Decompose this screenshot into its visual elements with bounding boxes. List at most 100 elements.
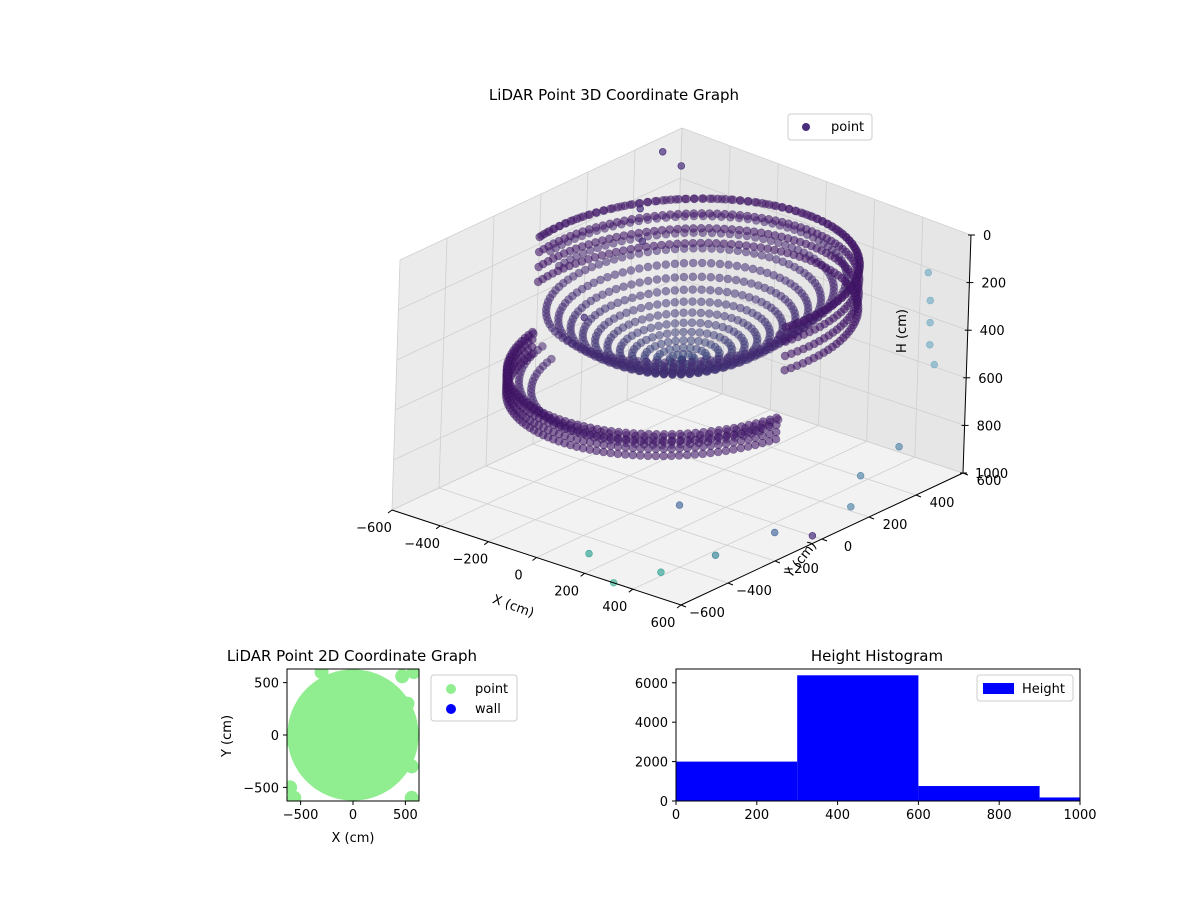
chart-histogram-x-tick-label: 0 xyxy=(672,808,680,823)
chart-3d-point xyxy=(688,258,698,268)
chart-3d-rim-point xyxy=(667,437,677,446)
chart-3d-point xyxy=(724,260,733,270)
chart-3d-rim-point xyxy=(696,238,706,248)
chart-3d-rim-point xyxy=(620,450,630,459)
chart-3d-y-tick-label: −200 xyxy=(783,562,819,577)
chart-2d-point xyxy=(404,731,419,746)
chart-3d-point xyxy=(608,353,618,362)
chart-3d-y-tick xyxy=(821,538,828,542)
chart-3d-x-tick-label: −600 xyxy=(356,521,392,536)
chart-3d-outlier-point xyxy=(677,162,685,170)
chart-3d-title: LiDAR Point 3D Coordinate Graph xyxy=(489,86,739,104)
chart-3d-rim-point xyxy=(650,196,660,206)
chart-3d-point xyxy=(679,327,688,337)
chart-3d-y-tick-label: 0 xyxy=(844,540,852,555)
chart-3d-point xyxy=(637,315,647,324)
chart-3d-outlier-point xyxy=(638,237,646,246)
chart-3d-outlier-point xyxy=(585,549,593,558)
chart-3d-rim-point xyxy=(658,211,667,220)
chart-3d-rim-point xyxy=(714,433,724,442)
chart-3d-point xyxy=(669,358,679,368)
chart-3d-grid-line xyxy=(866,199,876,442)
chart-3d-point xyxy=(705,297,715,307)
chart-3d-rim-point xyxy=(614,434,623,444)
chart-3d-rim-point xyxy=(714,440,723,450)
chart-3d-rim-point xyxy=(712,209,722,218)
chart-3d-rim-point xyxy=(621,435,631,445)
chart-3d-rim-point xyxy=(721,432,731,441)
chart-2d-point xyxy=(287,780,298,795)
chart-3d-rim-point xyxy=(649,226,659,236)
chart-3d-point xyxy=(671,336,680,346)
chart-3d: LiDAR Point 3D Coordinate Graph −600 −400… xyxy=(356,86,1008,631)
chart-3d-point xyxy=(738,290,747,300)
chart-histogram-x-tick-label: 800 xyxy=(987,808,1012,823)
chart-3d-point xyxy=(661,298,671,308)
chart-3d-point xyxy=(662,329,672,339)
chart-3d-rim-point xyxy=(659,451,668,461)
chart-3d-grid-line xyxy=(914,217,924,458)
chart-3d-rim-point xyxy=(749,242,759,251)
chart-histogram-bars xyxy=(676,675,1080,801)
chart-3d-grid-line xyxy=(391,377,675,511)
chart-3d-rim-point xyxy=(626,244,636,254)
chart-3d-point xyxy=(720,311,729,321)
chart-histogram: Height Histogram 0 200 400 600 800 1000 0 2000 4… xyxy=(635,647,1097,823)
chart-3d-point xyxy=(764,252,774,262)
chart-3d-rim-point xyxy=(657,240,666,250)
chart-3d-point xyxy=(661,274,671,283)
chart-3d-rim-point xyxy=(736,436,746,446)
chart-3d-point xyxy=(679,335,688,345)
chart-3d-point xyxy=(679,297,689,307)
chart-3d-rim-point xyxy=(613,449,623,459)
chart-3d-rim-point xyxy=(628,443,638,453)
chart-3d-point xyxy=(653,311,663,320)
chart-2d-point-cloud xyxy=(287,669,419,801)
chart-3d-point xyxy=(679,343,688,353)
chart-3d-grid-line xyxy=(532,443,823,540)
chart-3d-rim-point xyxy=(704,224,714,233)
chart-3d-rim-point xyxy=(736,196,745,205)
chart-3d-grid-line xyxy=(438,487,729,584)
chart-3d-point xyxy=(732,351,742,361)
chart-3d-outlier-point xyxy=(856,472,865,480)
chart-3d-rim-point xyxy=(706,434,716,443)
chart-histogram-y-tick-label: 0 xyxy=(660,795,668,810)
chart-3d-rim-point xyxy=(665,225,675,234)
chart-3d-xlabel: X (cm) xyxy=(490,592,536,621)
chart-3d-grid-line xyxy=(485,465,776,562)
chart-3d-rim-point xyxy=(772,420,781,430)
chart-3d-rim-point xyxy=(720,224,729,234)
chart-3d-point xyxy=(616,354,626,364)
chart-3d-rim-point xyxy=(750,197,760,207)
chart-3d-rim-point xyxy=(675,443,684,453)
chart-3d-grid-line xyxy=(399,127,683,261)
chart-histogram-legend-box xyxy=(976,674,1074,702)
chart-3d-rim-point xyxy=(696,224,706,233)
chart-3d-rim-point xyxy=(534,262,544,272)
chart-3d-rim-point xyxy=(711,239,721,248)
chart-3d-rim-point xyxy=(736,443,746,453)
chart-3d-grid-line xyxy=(398,177,681,311)
chart-3d-point xyxy=(756,344,766,354)
chart-3d-outlier-point xyxy=(926,318,934,327)
chart-histogram-y-tick-label: 4000 xyxy=(635,716,668,731)
chart-3d-rim-point xyxy=(644,436,653,446)
chart-2d-point xyxy=(314,669,329,680)
chart-3d-point xyxy=(739,277,749,287)
chart-3d-point xyxy=(662,320,671,329)
chart-3d-rim-point xyxy=(751,433,760,443)
chart-3d-rim-point xyxy=(697,209,707,218)
chart-3d-y-tick xyxy=(915,494,922,498)
chart-3d-point xyxy=(661,286,671,296)
chart-3d-rim-point xyxy=(673,209,683,219)
chart-3d-rim-point xyxy=(651,451,661,461)
chart-3d-point xyxy=(643,276,653,286)
chart-3d-point xyxy=(625,355,634,365)
chart-3d-rim-point xyxy=(604,249,614,258)
chart-3d-rim-point xyxy=(667,429,677,439)
chart-3d-point xyxy=(732,261,742,271)
chart-3d-rim-point xyxy=(665,210,675,219)
chart-3d-rim-point xyxy=(652,429,661,439)
